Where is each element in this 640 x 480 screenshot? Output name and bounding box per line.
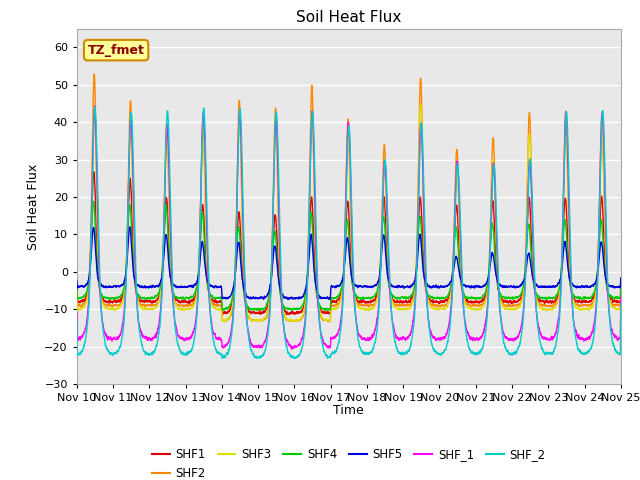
SHF2 (171, 298, 179, 304)
SHF_1 (329, 335, 337, 340)
Line: SHF1: SHF1 (77, 172, 621, 314)
SHF5 (126, 224, 134, 230)
X-axis label: Time: Time (333, 405, 364, 418)
SHF1 (616, 300, 624, 305)
Y-axis label: Soil Heat Flux: Soil Heat Flux (27, 163, 40, 250)
SHF4 (616, 295, 624, 300)
SHF4 (90, 199, 97, 204)
SHF_2 (617, 301, 625, 307)
SHF_1 (471, 336, 479, 342)
SHF3 (617, 285, 625, 290)
SHF_2 (616, 351, 624, 357)
SHF_1 (288, 346, 296, 352)
Line: SHF5: SHF5 (77, 227, 621, 299)
SHF5 (171, 282, 179, 288)
SHF_2 (471, 352, 479, 358)
SHF_1 (91, 104, 99, 109)
SHF5 (73, 278, 81, 284)
SHF2 (90, 71, 98, 77)
SHF4 (471, 296, 479, 301)
SHF5 (284, 296, 292, 302)
SHF2 (616, 303, 624, 309)
SHF1 (285, 312, 292, 317)
SHF1 (617, 281, 625, 287)
SHF5 (617, 275, 625, 281)
SHF2 (324, 319, 332, 324)
SHF_2 (329, 349, 337, 355)
SHF3 (326, 319, 334, 325)
SHF4 (441, 295, 449, 300)
SHF4 (329, 295, 337, 301)
SHF1 (329, 299, 337, 305)
SHF1 (471, 299, 479, 304)
SHF3 (171, 299, 179, 304)
SHF3 (616, 306, 624, 312)
SHF5 (616, 284, 624, 289)
SHF1 (502, 299, 509, 305)
SHF2 (73, 289, 81, 295)
SHF_2 (73, 318, 81, 324)
SHF2 (471, 303, 479, 309)
Line: SHF4: SHF4 (77, 202, 621, 311)
SHF_2 (171, 318, 179, 324)
SHF_1 (441, 335, 449, 341)
SHF1 (171, 294, 179, 300)
SHF2 (617, 283, 625, 289)
SHF3 (417, 102, 424, 108)
SHF_2 (502, 346, 509, 351)
Legend: SHF1, SHF2, SHF3, SHF4, SHF5, SHF_1, SHF_2: SHF1, SHF2, SHF3, SHF4, SHF5, SHF_1, SHF… (147, 443, 550, 480)
Line: SHF3: SHF3 (77, 105, 621, 322)
SHF3 (441, 306, 449, 312)
SHF2 (441, 302, 449, 308)
SHF_1 (73, 310, 81, 316)
Line: SHF_1: SHF_1 (77, 107, 621, 349)
SHF1 (441, 298, 449, 304)
SHF3 (502, 306, 509, 312)
SHF1 (73, 288, 81, 293)
Title: Soil Heat Flux: Soil Heat Flux (296, 10, 401, 25)
SHF2 (502, 303, 509, 309)
SHF_1 (617, 295, 625, 300)
SHF_2 (441, 347, 449, 353)
SHF5 (441, 284, 449, 290)
SHF_1 (616, 335, 624, 340)
Text: TZ_fmet: TZ_fmet (88, 44, 145, 57)
Line: SHF_2: SHF_2 (77, 107, 621, 359)
SHF4 (617, 279, 625, 285)
Line: SHF2: SHF2 (77, 74, 621, 322)
SHF5 (329, 284, 337, 289)
SHF1 (90, 169, 98, 175)
SHF5 (502, 285, 509, 290)
SHF_1 (502, 335, 509, 340)
SHF_1 (171, 318, 179, 324)
SHF3 (471, 306, 479, 312)
SHF4 (73, 284, 81, 290)
SHF_2 (91, 104, 99, 110)
SHF3 (329, 305, 337, 311)
SHF3 (73, 291, 81, 297)
SHF4 (171, 293, 179, 299)
SHF4 (253, 308, 260, 313)
SHF2 (329, 303, 337, 309)
SHF4 (502, 296, 509, 301)
SHF5 (471, 284, 479, 290)
SHF_2 (292, 356, 300, 361)
